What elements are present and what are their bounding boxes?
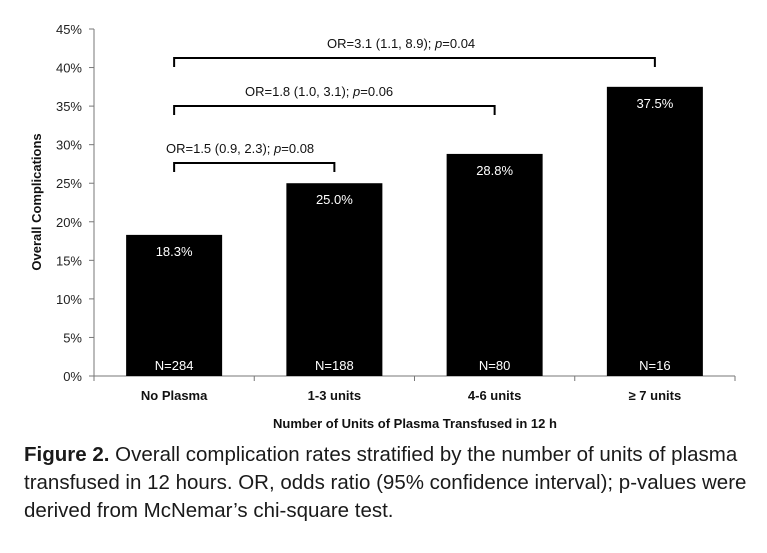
comparison-bracket xyxy=(173,57,656,67)
y-tick-label: 0% xyxy=(63,369,82,384)
y-tick-label: 40% xyxy=(56,61,82,76)
bar-value-label: 37.5% xyxy=(636,96,673,111)
y-tick-label: 25% xyxy=(56,176,82,191)
bar-n-label: N=284 xyxy=(155,358,194,373)
bar-n-label: N=80 xyxy=(479,358,510,373)
x-tick-label: ≥ 7 units xyxy=(629,388,682,403)
bar-value-label: 18.3% xyxy=(156,244,193,259)
figure-label: Figure 2. xyxy=(24,443,110,466)
comparison-label: OR=1.8 (1.0, 3.1); p=0.06 xyxy=(245,84,393,99)
x-tick-label: 4-6 units xyxy=(468,388,521,403)
y-tick-label: 45% xyxy=(56,22,82,37)
bar xyxy=(446,153,543,376)
y-tick-label: 15% xyxy=(56,253,82,268)
y-tick-label: 35% xyxy=(56,99,82,114)
y-tick-label: 10% xyxy=(56,292,82,307)
y-axis-title: Overall Complications xyxy=(29,133,44,270)
comparison-label: OR=3.1 (1.1, 8.9); p=0.04 xyxy=(327,36,475,51)
bar-value-label: 25.0% xyxy=(316,192,353,207)
bar-n-label: N=16 xyxy=(639,358,670,373)
chart: Overall Complications Number of Units of… xyxy=(29,22,736,431)
x-tick-label: 1-3 units xyxy=(308,388,361,403)
comparison-bracket xyxy=(173,162,336,172)
bar-chart: Overall Complications Number of Units of… xyxy=(29,22,736,431)
y-tick-label: 30% xyxy=(56,138,82,153)
x-axis-title: Number of Units of Plasma Transfused in … xyxy=(273,416,557,431)
bar xyxy=(286,183,383,376)
y-tick-label: 5% xyxy=(63,330,82,345)
figure-caption: Figure 2. Overall complication rates str… xyxy=(24,441,754,525)
bar xyxy=(606,86,703,376)
y-tick-label: 20% xyxy=(56,215,82,230)
bar-n-label: N=188 xyxy=(315,358,354,373)
x-tick-label: No Plasma xyxy=(141,388,208,403)
bar xyxy=(126,234,223,376)
bar-value-label: 28.8% xyxy=(476,163,513,178)
figure-caption-text: Overall complication rates stratified by… xyxy=(24,443,747,522)
comparison-bracket xyxy=(173,105,496,115)
comparison-label: OR=1.5 (0.9, 2.3); p=0.08 xyxy=(166,141,314,156)
